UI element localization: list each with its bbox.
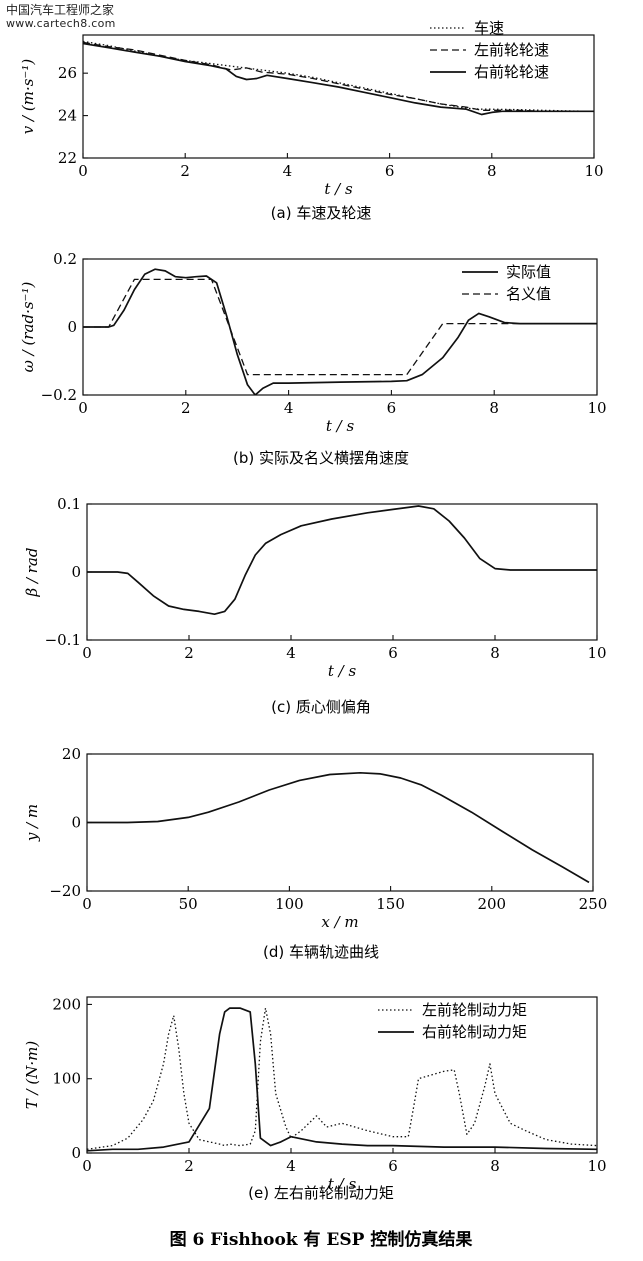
y-axis-label: ω / (rad·s⁻¹) bbox=[19, 282, 37, 373]
y-tick-label: 26 bbox=[58, 64, 77, 82]
y-tick-label: 200 bbox=[52, 995, 81, 1013]
chart-caption: (a) 车速及轮速 bbox=[271, 204, 372, 222]
series-line-1 bbox=[87, 505, 597, 616]
y-tick-label: 0.1 bbox=[57, 495, 81, 513]
y-tick-label: 100 bbox=[52, 1070, 81, 1088]
chart-c: 0 2 4 6 8 10−0.100.1t / sβ / rad(c) 质心侧偏角 bbox=[23, 495, 607, 716]
x-tick-label: 8 bbox=[487, 162, 497, 180]
figure-title: 图 6 Fishhook 有 ESP 控制仿真结果 bbox=[170, 1229, 473, 1250]
y-axis-label: v / (m·s⁻¹) bbox=[19, 59, 37, 135]
x-tick-label: 100 bbox=[275, 895, 304, 913]
x-tick-label: 0 bbox=[78, 162, 88, 180]
x-tick-label: 0 bbox=[82, 644, 92, 662]
y-tick-label: 22 bbox=[58, 149, 77, 167]
x-axis-label: x / m bbox=[321, 913, 358, 931]
x-tick-label: 10 bbox=[584, 162, 603, 180]
legend-label: 车速 bbox=[474, 19, 504, 37]
legend-label: 右前轮制动力矩 bbox=[422, 1023, 527, 1041]
legend-label: 实际值 bbox=[506, 263, 551, 281]
plot-frame bbox=[86, 996, 598, 1154]
series-line-2 bbox=[83, 41, 594, 112]
x-tick-label: 2 bbox=[181, 399, 191, 417]
y-axis-label: y / m bbox=[23, 804, 41, 842]
plot-frame bbox=[82, 34, 595, 159]
watermark-line1: 中国汽车工程师之家 bbox=[6, 3, 115, 17]
x-tick-label: 4 bbox=[286, 644, 296, 662]
y-tick-label: −0.2 bbox=[41, 386, 77, 404]
legend-label: 左前轮轮速 bbox=[474, 41, 549, 59]
x-tick-label: 150 bbox=[376, 895, 405, 913]
x-tick-label: 50 bbox=[179, 895, 198, 913]
y-axis-label: T / (N·m) bbox=[23, 1041, 41, 1110]
y-tick-label: 24 bbox=[58, 107, 77, 125]
y-tick-label: 0 bbox=[71, 814, 81, 832]
x-tick-label: 0 bbox=[82, 895, 92, 913]
chart-b: 0 2 4 6 8 10−0.200.2t / sω / (rad·s⁻¹)(b) 实际及… bbox=[19, 250, 607, 467]
x-tick-label: 6 bbox=[385, 162, 395, 180]
y-tick-label: −20 bbox=[49, 882, 81, 900]
x-tick-label: 2 bbox=[184, 1157, 194, 1175]
y-tick-label: 20 bbox=[62, 745, 81, 763]
watermark-line2: www.cartech8.com bbox=[6, 17, 116, 30]
x-tick-label: 4 bbox=[283, 162, 293, 180]
x-tick-label: 8 bbox=[490, 644, 500, 662]
y-tick-label: −0.1 bbox=[45, 631, 81, 649]
watermark: 中国汽车工程师之家 www.cartech8.com bbox=[6, 3, 116, 31]
series-line-3 bbox=[83, 42, 594, 116]
legend-label: 名义值 bbox=[506, 285, 551, 303]
x-tick-label: 250 bbox=[579, 895, 608, 913]
plot-frame bbox=[86, 503, 598, 641]
series-line-2 bbox=[83, 278, 597, 376]
legend-label: 右前轮轮速 bbox=[474, 63, 549, 81]
x-tick-label: 4 bbox=[284, 399, 294, 417]
series-line-1 bbox=[87, 771, 590, 884]
x-tick-label: 8 bbox=[489, 399, 499, 417]
x-axis-label: t / s bbox=[328, 662, 357, 680]
chart-caption: (c) 质心侧偏角 bbox=[271, 698, 371, 716]
series-line-1 bbox=[83, 268, 597, 395]
y-tick-label: 0 bbox=[71, 1144, 81, 1162]
y-tick-label: 0 bbox=[67, 318, 77, 336]
y-axis-label: β / rad bbox=[23, 548, 41, 598]
x-tick-label: 2 bbox=[180, 162, 190, 180]
x-tick-label: 2 bbox=[184, 644, 194, 662]
series-line-2 bbox=[87, 1007, 597, 1152]
chart-caption: (d) 车辆轨迹曲线 bbox=[263, 943, 379, 961]
x-tick-label: 0 bbox=[82, 1157, 92, 1175]
legend-label: 左前轮制动力矩 bbox=[422, 1001, 527, 1019]
x-tick-label: 0 bbox=[78, 399, 88, 417]
y-tick-label: 0.2 bbox=[53, 250, 77, 268]
chart-caption: (e) 左右前轮制动力矩 bbox=[248, 1184, 394, 1202]
x-axis-label: t / s bbox=[324, 180, 353, 198]
x-tick-label: 4 bbox=[286, 1157, 296, 1175]
x-tick-label: 200 bbox=[477, 895, 506, 913]
series-line-1 bbox=[83, 40, 594, 112]
x-tick-label: 10 bbox=[587, 1157, 606, 1175]
x-axis-label: t / s bbox=[328, 1175, 357, 1193]
x-tick-label: 6 bbox=[387, 399, 397, 417]
chart-caption: (b) 实际及名义横摆角速度 bbox=[233, 449, 409, 467]
x-tick-label: 8 bbox=[490, 1157, 500, 1175]
x-tick-label: 10 bbox=[587, 399, 606, 417]
x-tick-label: 10 bbox=[587, 644, 606, 662]
x-tick-label: 6 bbox=[388, 644, 398, 662]
y-tick-label: 0 bbox=[71, 563, 81, 581]
x-axis-label: t / s bbox=[326, 417, 355, 435]
x-tick-label: 6 bbox=[388, 1157, 398, 1175]
